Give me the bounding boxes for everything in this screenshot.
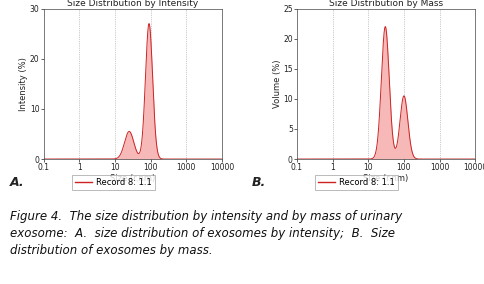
Text: Figure 4.  The size distribution by intensity and by mass of urinary
exosome:  A: Figure 4. The size distribution by inten… xyxy=(10,210,401,257)
Title: Size Distribution by Mass: Size Distribution by Mass xyxy=(328,0,442,8)
Text: A.: A. xyxy=(10,176,24,189)
Y-axis label: Volume (%): Volume (%) xyxy=(272,60,281,108)
Legend: Record 8: 1.1: Record 8: 1.1 xyxy=(72,175,155,191)
Text: B.: B. xyxy=(252,176,266,189)
X-axis label: Size (r.nm): Size (r.nm) xyxy=(363,174,408,183)
Legend: Record 8: 1.1: Record 8: 1.1 xyxy=(314,175,397,191)
Y-axis label: Intensity (%): Intensity (%) xyxy=(19,57,28,111)
X-axis label: Size (r.nm): Size (r.nm) xyxy=(110,174,155,183)
Title: Size Distribution by Intensity: Size Distribution by Intensity xyxy=(67,0,198,8)
